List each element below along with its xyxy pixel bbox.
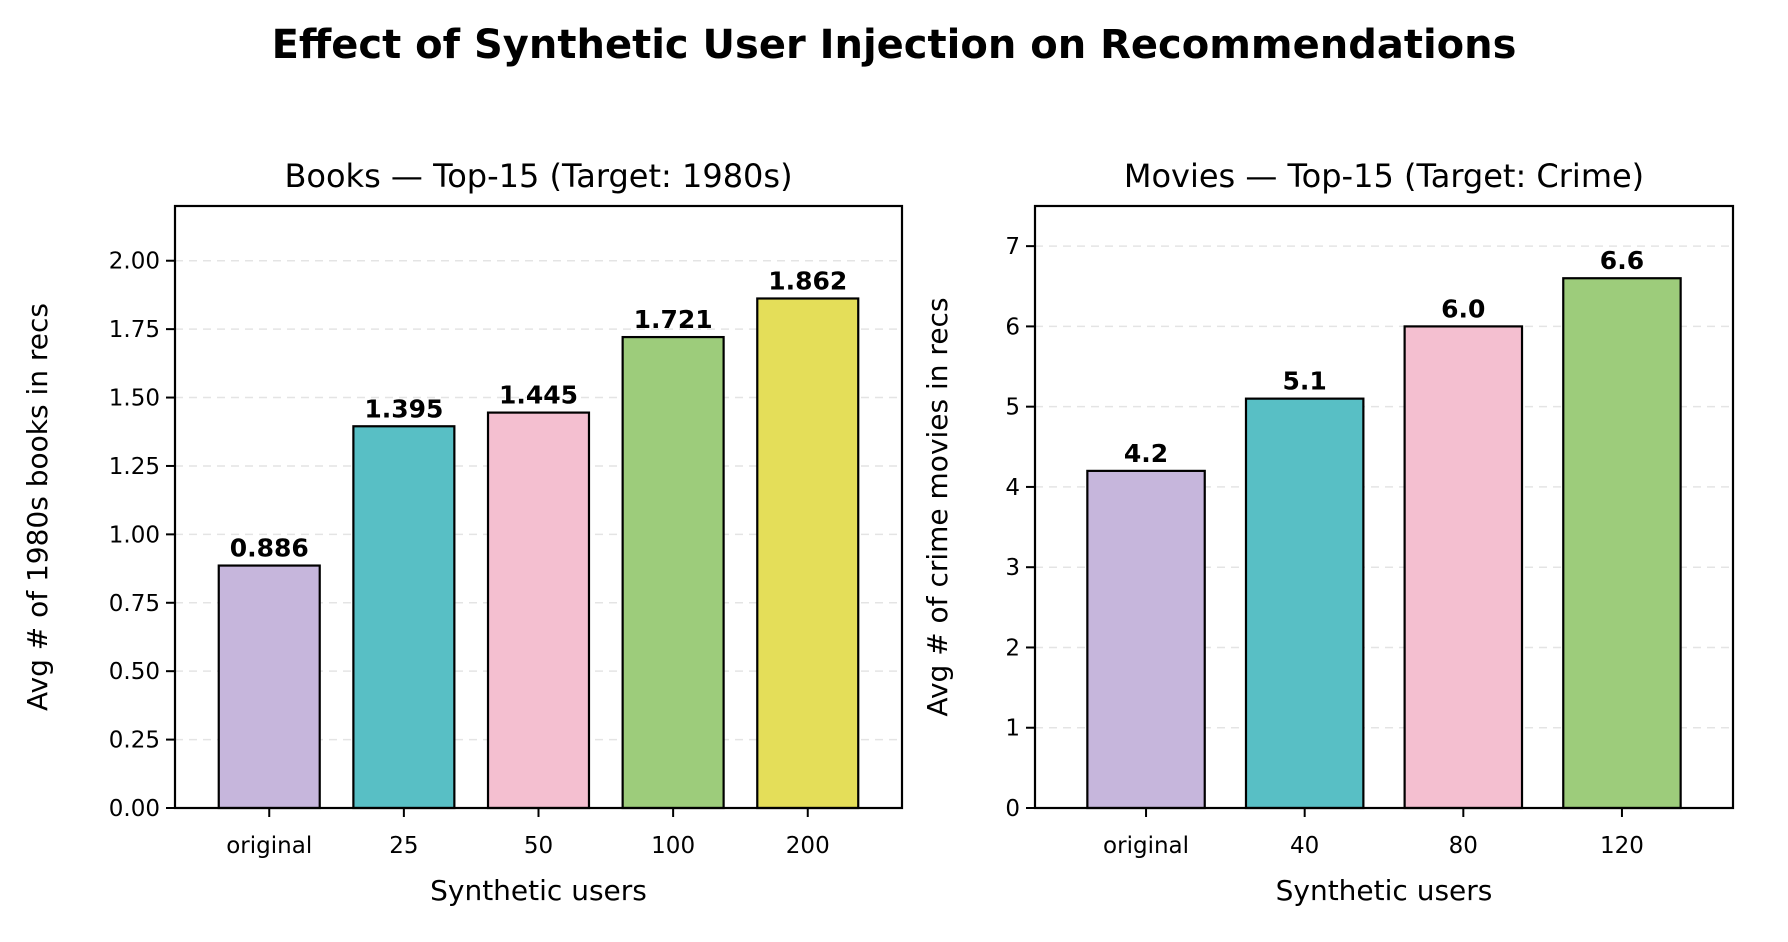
books-x-tick-label: 50 bbox=[524, 833, 553, 859]
books-data-label: 1.395 bbox=[364, 394, 443, 423]
books-y-tick-label: 1.25 bbox=[109, 454, 160, 480]
books-data-label: 1.721 bbox=[634, 305, 713, 334]
movies-y-tick-label: 1 bbox=[1005, 716, 1020, 742]
movies-x-tick-label: original bbox=[1103, 833, 1189, 859]
books-y-tick-label: 0.25 bbox=[109, 728, 160, 754]
movies-data-label: 6.0 bbox=[1441, 294, 1485, 323]
books-y-tick-label: 1.75 bbox=[109, 317, 160, 343]
movies-x-tick-label: 120 bbox=[1600, 833, 1644, 859]
movies-x-tick-label: 40 bbox=[1290, 833, 1319, 859]
books-data-label: 1.445 bbox=[499, 381, 578, 410]
movies-y-tick-label: 7 bbox=[1005, 234, 1020, 260]
books-y-tick-label: 0.00 bbox=[109, 796, 160, 822]
movies-bar-original bbox=[1086, 469, 1206, 810]
books-data-label: 0.886 bbox=[230, 534, 309, 563]
books-bar-100 bbox=[621, 335, 725, 810]
movies-data-label: 4.2 bbox=[1124, 439, 1168, 468]
movies-data-label: 5.1 bbox=[1283, 367, 1327, 396]
books-y-tick-label: 2.00 bbox=[109, 249, 160, 275]
movies-bar-40 bbox=[1244, 397, 1365, 810]
figure-title: Effect of Synthetic User Injection on Re… bbox=[271, 22, 1517, 68]
books-y-tick-label: 0.75 bbox=[109, 591, 160, 617]
movies-y-tick-label: 4 bbox=[1005, 475, 1020, 501]
books-bar-50 bbox=[486, 411, 591, 810]
movies-y-tick-label: 0 bbox=[1005, 796, 1020, 822]
books-data-label: 1.862 bbox=[768, 266, 847, 295]
movies-chart-title: Movies — Top-15 (Target: Crime) bbox=[1124, 157, 1644, 195]
movies-y-tick-label: 3 bbox=[1005, 555, 1020, 581]
movies-bar-80 bbox=[1403, 325, 1524, 810]
books-y-tick-label: 1.00 bbox=[109, 522, 160, 548]
books-x-axis-label: Synthetic users bbox=[430, 874, 647, 907]
movies-y-axis-label: Avg # of crime movies in recs bbox=[921, 297, 954, 716]
movies-x-tick-label: 80 bbox=[1449, 833, 1478, 859]
books-bar-original bbox=[217, 564, 321, 810]
books-y-tick-label: 0.50 bbox=[109, 659, 160, 685]
movies-data-label: 6.6 bbox=[1600, 246, 1644, 275]
movies-y-tick-label: 5 bbox=[1005, 395, 1020, 421]
books-bar-25 bbox=[352, 425, 456, 810]
movies-x-axis-label: Synthetic users bbox=[1276, 874, 1493, 907]
books-chart-title: Books — Top-15 (Target: 1980s) bbox=[284, 157, 792, 195]
books-y-axis-label: Avg # of 1980s books in recs bbox=[21, 303, 54, 711]
books-x-tick-label: 200 bbox=[786, 833, 830, 859]
books-x-tick-label: 25 bbox=[389, 833, 418, 859]
books-bar-200 bbox=[756, 297, 860, 810]
movies-axes-frame bbox=[1033, 204, 1735, 810]
movies-y-tick-label: 2 bbox=[1005, 635, 1020, 661]
movies-y-tick-label: 6 bbox=[1005, 314, 1020, 340]
books-x-tick-label: 100 bbox=[651, 833, 695, 859]
books-y-tick-label: 1.50 bbox=[109, 386, 160, 412]
movies-bar-120 bbox=[1562, 277, 1682, 810]
books-x-tick-label: original bbox=[226, 833, 312, 859]
